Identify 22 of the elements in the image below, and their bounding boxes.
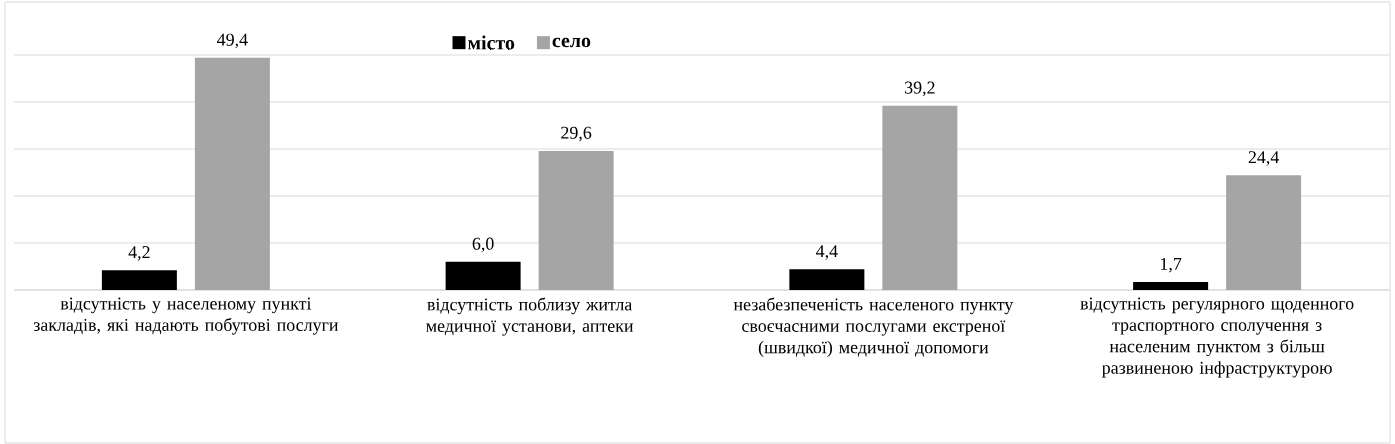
- data-label: 39,2: [905, 81, 935, 97]
- x-tick-label: відсутність поблизу житла медичної установи, аптеки: [426, 297, 634, 336]
- bar: [1226, 175, 1302, 290]
- data-label: 24,4: [1248, 151, 1280, 166]
- data-label: 1,7: [1160, 257, 1182, 273]
- bar: [538, 150, 614, 290]
- data-label: 6,0: [472, 237, 494, 253]
- data-label: 4,2: [128, 246, 150, 261]
- bar: [101, 270, 177, 290]
- x-tick-label: відсутність регулярного щоденного траспортного сполучення з населеним пунктом з більш развиненою інфраструктурою: [1080, 297, 1354, 378]
- data-label: 4,4: [816, 245, 838, 260]
- bar: [789, 269, 865, 290]
- x-tick-label: незабезпеченість населеного пункту своєчасними послугами екстреної (швидкої) медичної допомоги: [733, 297, 1014, 358]
- bar: [194, 57, 270, 290]
- data-label: 49,4: [217, 33, 248, 49]
- x-tick-label: відсутність у населеному пункті закладів, які надають побутові послуги: [33, 297, 339, 335]
- bar: [1133, 282, 1209, 290]
- bar: [882, 105, 958, 290]
- legend-label: село: [552, 37, 591, 48]
- legend-label: місто: [468, 35, 515, 50]
- data-label: 29,6: [561, 126, 592, 142]
- bar: [445, 261, 521, 290]
